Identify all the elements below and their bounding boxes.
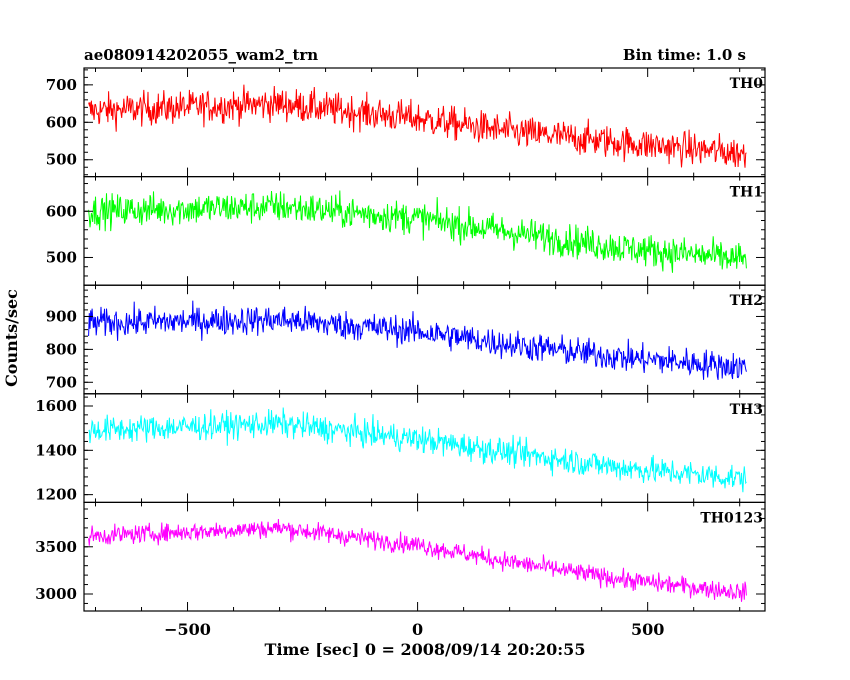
y-tick-label: 500 (46, 248, 77, 266)
y-axis-label: Counts/sec (2, 289, 21, 387)
panel-label: TH0 (730, 76, 764, 92)
y-tick-label: 800 (46, 340, 77, 358)
panel-th1: 500 600 TH1 (46, 176, 766, 286)
y-tick-label: 600 (46, 113, 77, 131)
panel-label: TH0123 (700, 510, 763, 526)
panels-group: 500 600 700 TH0 500 600 TH1 700 800 900 TH2 1200 140… (35, 67, 766, 612)
panel-label: TH2 (730, 293, 763, 309)
x-tick-label: 0 (412, 620, 423, 639)
series-th0123 (88, 518, 747, 602)
series-th3 (88, 407, 747, 493)
y-tick-label: 900 (46, 307, 77, 325)
panel-label: TH3 (730, 402, 763, 418)
panel-th2: 700 800 900 TH2 (46, 284, 766, 395)
panel-frame (83, 501, 766, 612)
y-tick-label: 3500 (35, 538, 77, 556)
bin-time-label: Bin time: 1.0 s (623, 46, 746, 64)
panel-th0: 500 600 700 TH0 (46, 67, 766, 178)
y-tick-label: 700 (46, 373, 77, 391)
series-th2 (88, 300, 747, 381)
x-tick-label: 500 (631, 620, 664, 639)
y-tick-label: 700 (46, 76, 77, 94)
y-tick-label: 3000 (35, 585, 77, 603)
series-th0 (88, 84, 747, 168)
x-axis: −500 0 500 (164, 620, 664, 639)
panel-label: TH1 (730, 185, 763, 201)
y-tick-label: 500 (46, 151, 77, 169)
series-th1 (88, 190, 747, 273)
y-tick-label: 600 (46, 202, 77, 220)
x-tick-label: −500 (164, 620, 211, 639)
y-tick-label: 1200 (35, 486, 77, 504)
chart-title: ae080914202055_wam2_trn (84, 46, 318, 64)
panel-th0123: 3000 3500 TH0123 (35, 501, 766, 612)
panel-th3: 1200 1400 1600 TH3 (35, 393, 766, 504)
x-axis-label: Time [sec] 0 = 2008/09/14 20:20:55 (265, 640, 586, 659)
y-tick-label: 1600 (35, 397, 77, 415)
panel-frame (83, 284, 766, 395)
y-tick-label: 1400 (35, 441, 77, 459)
